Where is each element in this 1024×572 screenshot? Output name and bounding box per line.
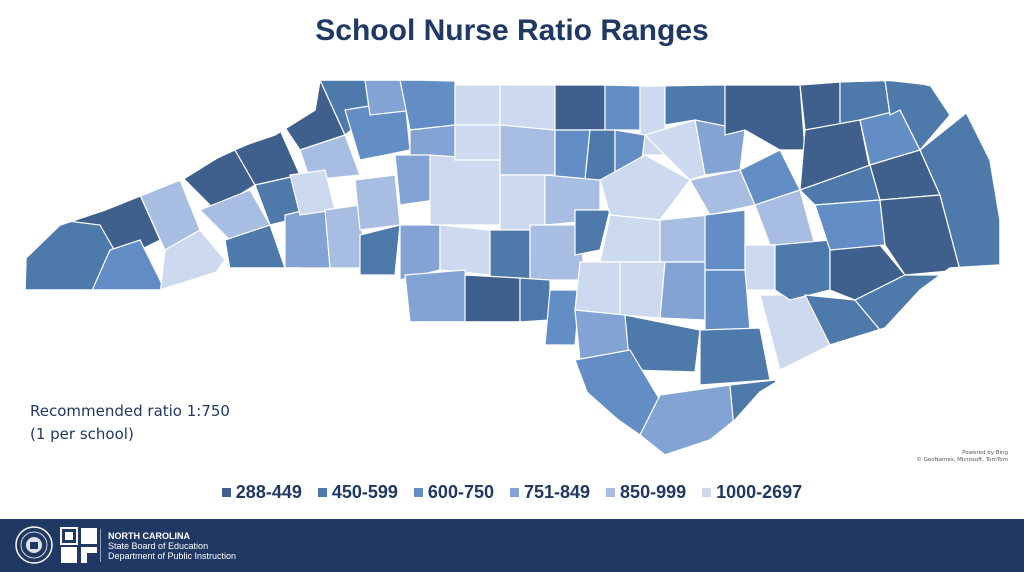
legend-swatch — [702, 488, 712, 497]
legend-label: 450-599 — [331, 482, 398, 502]
map-title: School Nurse Ratio Ranges — [315, 14, 709, 47]
org-line-2: State Board of Education — [108, 541, 209, 551]
note-line-1: Recommended ratio 1:750 — [30, 402, 230, 420]
map-attribution: Powered by Bing © GeoNames, Microsoft, T… — [916, 450, 1008, 464]
legend-label: 850-999 — [620, 482, 687, 502]
legend-swatch — [413, 488, 423, 497]
legend-item-5: 850-999 — [606, 482, 686, 503]
footer-divider — [100, 529, 101, 562]
state-seal-icon — [15, 526, 53, 564]
attribution-line-2: © GeoNames, Microsoft, TomTom — [916, 457, 1008, 463]
nc-state-outline — [24, 79, 1001, 456]
footer-bar: NORTH CAROLINA State Board of Education … — [0, 519, 1024, 572]
legend-swatch — [606, 488, 616, 497]
legend-label: 751-849 — [523, 482, 591, 502]
note-line-2: (1 per school) — [30, 425, 134, 443]
dpi-logo-icon — [60, 527, 97, 563]
legend-item-3: 600-750 — [413, 482, 494, 503]
county-polygons — [25, 80, 1000, 455]
legend-swatch — [221, 488, 231, 497]
legend-label: 1000-2697 — [716, 482, 803, 502]
nc-county-map — [24, 79, 1001, 456]
org-line-1: NORTH CAROLINA — [108, 531, 190, 541]
recommended-ratio-note: Recommended ratio 1:750 (1 per school) — [30, 400, 230, 446]
legend-swatch — [317, 488, 327, 497]
legend-label: 600-750 — [427, 482, 494, 502]
legend-item-1: 288-449 — [221, 482, 302, 503]
legend-item-2: 450-599 — [317, 482, 398, 503]
legend: 288-449 450-599 600-750 751-849 850-999 … — [0, 482, 1024, 503]
legend-label: 288-449 — [235, 482, 302, 502]
legend-item-4: 751-849 — [509, 482, 591, 503]
legend-swatch — [509, 488, 519, 497]
attribution-line-1: Powered by Bing — [962, 450, 1008, 456]
org-line-3: Department of Public Instruction — [108, 551, 237, 561]
legend-item-6: 1000-2697 — [702, 482, 802, 503]
organization-name: NORTH CAROLINA State Board of Education … — [108, 531, 236, 561]
